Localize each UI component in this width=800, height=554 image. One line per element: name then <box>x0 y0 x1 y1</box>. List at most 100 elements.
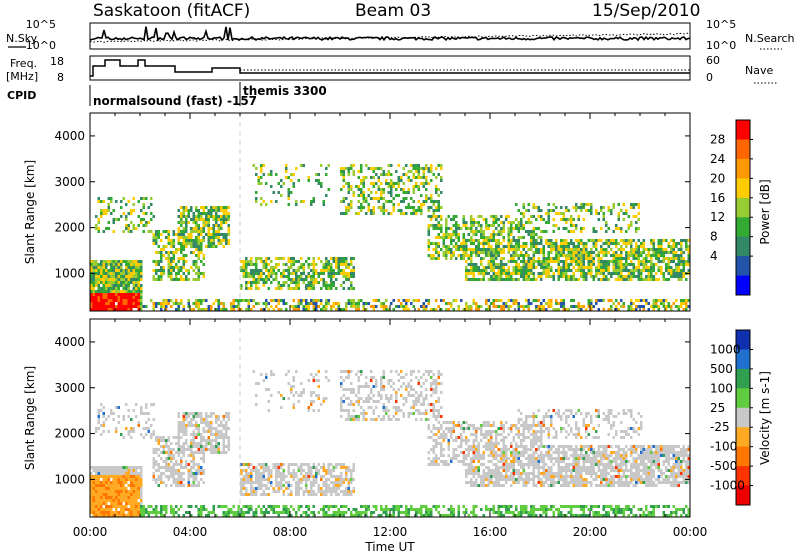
data-cell <box>162 481 165 484</box>
data-cell <box>375 197 378 200</box>
data-cell <box>195 302 198 305</box>
data-cell <box>522 305 525 308</box>
data-cell <box>515 227 518 230</box>
data-cell <box>267 478 270 481</box>
data-cell <box>125 263 128 266</box>
data-cell <box>322 305 325 308</box>
data-cell <box>427 197 430 200</box>
data-cell <box>155 463 158 466</box>
data-cell <box>140 505 143 508</box>
y-tick-label: 2000 <box>54 221 85 235</box>
data-cell <box>205 445 208 448</box>
data-cell <box>647 272 650 275</box>
data-cell <box>412 173 415 176</box>
freq-label-2: [MHz] <box>6 70 38 83</box>
data-cell <box>120 275 123 278</box>
data-cell <box>205 508 208 511</box>
data-cell <box>397 194 400 197</box>
data-cell <box>202 218 205 221</box>
data-cell <box>630 269 633 272</box>
data-cell <box>367 394 370 397</box>
data-cell <box>655 248 658 251</box>
data-cell <box>152 418 155 421</box>
data-cell <box>345 511 348 514</box>
data-cell <box>120 296 123 299</box>
data-cell <box>152 308 155 311</box>
data-cell <box>167 260 170 263</box>
data-cell <box>130 275 133 278</box>
data-cell <box>265 493 268 496</box>
data-cell <box>577 278 580 281</box>
data-cell <box>160 308 163 311</box>
data-cell <box>347 182 350 185</box>
data-cell <box>187 272 190 275</box>
data-cell <box>642 305 645 308</box>
data-cell <box>555 248 558 251</box>
data-cell <box>602 263 605 266</box>
data-cell <box>535 218 538 221</box>
data-cell <box>352 508 355 511</box>
data-cell <box>480 269 483 272</box>
data-cell <box>125 203 128 206</box>
data-cell <box>217 236 220 239</box>
data-cell <box>587 269 590 272</box>
data-cell <box>347 167 350 170</box>
data-cell <box>627 251 630 254</box>
data-cell <box>652 251 655 254</box>
data-cell <box>102 490 105 493</box>
data-cell <box>507 308 510 311</box>
data-cell <box>562 308 565 311</box>
data-cell <box>167 475 170 478</box>
data-cell <box>402 182 405 185</box>
data-cell <box>542 269 545 272</box>
data-cell <box>537 260 540 263</box>
data-cell <box>400 200 403 203</box>
data-cell <box>297 299 300 302</box>
data-cell <box>222 209 225 212</box>
data-cell <box>170 272 173 275</box>
data-cell <box>137 305 140 308</box>
data-cell <box>332 514 335 517</box>
data-cell <box>502 251 505 254</box>
data-cell <box>535 251 538 254</box>
data-cell <box>97 427 100 430</box>
data-cell <box>605 269 608 272</box>
data-cell <box>512 236 515 239</box>
data-cell <box>550 305 553 308</box>
data-cell <box>362 308 365 311</box>
data-cell <box>197 305 200 308</box>
data-cell <box>552 248 555 251</box>
data-cell <box>300 164 303 167</box>
data-cell <box>132 290 135 293</box>
data-cell <box>92 278 95 281</box>
data-cell <box>637 305 640 308</box>
data-cell <box>535 245 538 248</box>
data-cell <box>405 197 408 200</box>
data-cell <box>117 421 120 424</box>
data-cell <box>500 242 503 245</box>
data-cell <box>537 227 540 230</box>
data-cell <box>412 188 415 191</box>
data-cell <box>180 427 183 430</box>
data-cell <box>470 266 473 269</box>
data-cell <box>337 305 340 308</box>
data-cell <box>102 496 105 499</box>
data-cell <box>95 490 98 493</box>
data-cell <box>115 263 118 266</box>
data-cell <box>357 388 360 391</box>
data-cell <box>277 299 280 302</box>
data-cell <box>295 481 298 484</box>
data-cell <box>670 305 673 308</box>
data-cell <box>260 278 263 281</box>
data-cell <box>357 185 360 188</box>
data-cell <box>197 224 200 227</box>
data-cell <box>297 284 300 287</box>
data-cell <box>222 308 225 311</box>
data-cell <box>200 415 203 418</box>
colorbar-segment <box>736 256 750 277</box>
data-cell <box>565 239 568 242</box>
data-cell <box>435 209 438 212</box>
data-cell <box>597 251 600 254</box>
data-cell <box>660 239 663 242</box>
data-cell <box>117 308 120 311</box>
